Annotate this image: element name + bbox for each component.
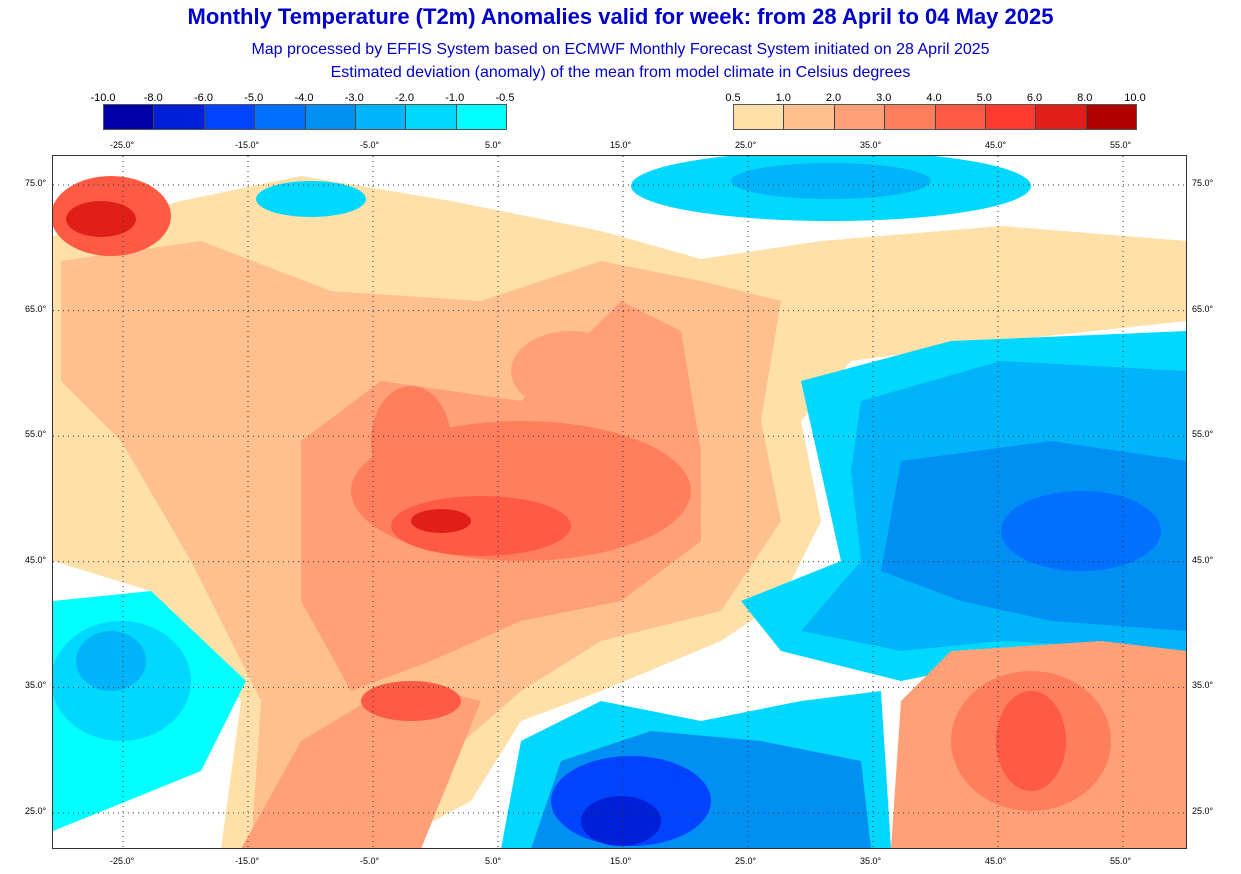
lon-label-bottom: -25.0°	[110, 856, 135, 866]
lat-label-right: 35.0°	[1192, 680, 1214, 691]
lat-label-right: 25.0°	[1192, 806, 1214, 816]
colorbar-label: -6.0	[194, 92, 213, 104]
anomaly-region-north-africa	[361, 681, 461, 721]
lat-label-left: 75.0°	[25, 178, 47, 188]
lat-label-left: 35.0°	[25, 680, 47, 691]
colorbar-swatch	[1036, 105, 1087, 129]
lat-label-left: 65.0°	[25, 303, 47, 314]
lat-label-left: 25.0°	[25, 806, 47, 816]
colorbar-swatch	[104, 105, 155, 129]
colorbar-swatch	[1086, 105, 1136, 129]
lat-label-left: 55.0°	[25, 429, 47, 440]
colorbar-label: -4.0	[294, 92, 314, 104]
lon-label-bottom: 45.0°	[985, 856, 1007, 866]
colorbar-swatch	[406, 105, 457, 129]
colorbar-label: 2.0	[825, 92, 842, 104]
lon-label-top: 55.0°	[1110, 140, 1132, 150]
colorbar-label: 3.0	[876, 92, 892, 104]
anomaly-region-warm-5	[411, 509, 471, 533]
colorbar-label: 6.0	[1026, 92, 1043, 104]
lon-label-bottom: 15.0°	[610, 856, 632, 866]
cold-anomaly-colorbar	[103, 104, 507, 130]
colorbar-label: 0.5	[725, 92, 741, 104]
lat-label-right: 55.0°	[1192, 429, 1214, 440]
lon-label-bottom: 5.0°	[485, 856, 502, 866]
anomaly-region-scandinavia	[511, 331, 631, 411]
colorbar-label: -8.0	[143, 92, 163, 104]
lon-label-top: 5.0°	[485, 140, 502, 150]
colorbar-label: 8.0	[1077, 92, 1093, 104]
lon-label-bottom: 25.0°	[735, 856, 757, 866]
map-subtitle: Map processed by EFFIS System based on E…	[251, 41, 990, 58]
colorbar-label: -2.0	[395, 92, 414, 104]
colorbar-swatch	[456, 105, 506, 129]
colorbar-swatch	[885, 105, 936, 129]
colorbar-label: 10.0	[1124, 92, 1146, 104]
lon-label-top: 35.0°	[860, 140, 882, 150]
warm-anomaly-colorbar	[733, 104, 1137, 130]
colorbar-label: -1.0	[445, 92, 465, 104]
lat-label-left: 45.0°	[25, 554, 47, 565]
graticule	[53, 156, 1186, 848]
colorbar-label: -5.0	[244, 92, 264, 104]
colorbar-swatch	[935, 105, 986, 129]
lat-label-right: 65.0°	[1192, 303, 1214, 314]
colorbar-label: -0.5	[495, 92, 515, 104]
colorbar-label: 5.0	[976, 92, 992, 104]
colorbar-label: 1.0	[775, 92, 791, 104]
lon-label-top: 25.0°	[735, 140, 757, 150]
colorbar-swatch	[204, 105, 256, 129]
anomaly-region-uk	[371, 386, 451, 496]
lat-label-right: 45.0°	[1192, 554, 1214, 565]
colorbar-swatch	[305, 105, 356, 129]
colorbar-swatch	[834, 105, 886, 129]
lon-label-top: -25.0°	[110, 140, 135, 150]
lon-label-top: 15.0°	[610, 140, 632, 150]
lon-label-bottom: 55.0°	[1110, 856, 1132, 866]
lon-label-bottom: -15.0°	[235, 856, 260, 866]
lon-label-bottom: -5.0°	[360, 856, 380, 866]
lon-label-top: 45.0°	[985, 140, 1007, 150]
lon-label-top: -5.0°	[360, 140, 380, 150]
lat-label-right: 75.0°	[1192, 178, 1214, 188]
map-title: Monthly Temperature (T2m) Anomalies vali…	[187, 4, 1054, 29]
lon-label-top: -15.0°	[235, 140, 260, 150]
map-description: Estimated deviation (anomaly) of the mea…	[330, 64, 911, 81]
colorbar-swatch	[154, 105, 205, 129]
colorbar-swatch	[255, 105, 306, 129]
colorbar-swatch	[355, 105, 407, 129]
anomaly-map	[52, 155, 1187, 849]
colorbar-label: -10.0	[90, 92, 116, 104]
colorbar-swatch	[985, 105, 1037, 129]
lon-label-bottom: 35.0°	[860, 856, 882, 866]
colorbar-swatch	[784, 105, 835, 129]
colorbar-label: 4.0	[926, 92, 942, 104]
anomaly-region-warm-2b	[241, 681, 481, 848]
colorbar-swatch	[734, 105, 785, 129]
colorbar-label: -3.0	[344, 92, 364, 104]
